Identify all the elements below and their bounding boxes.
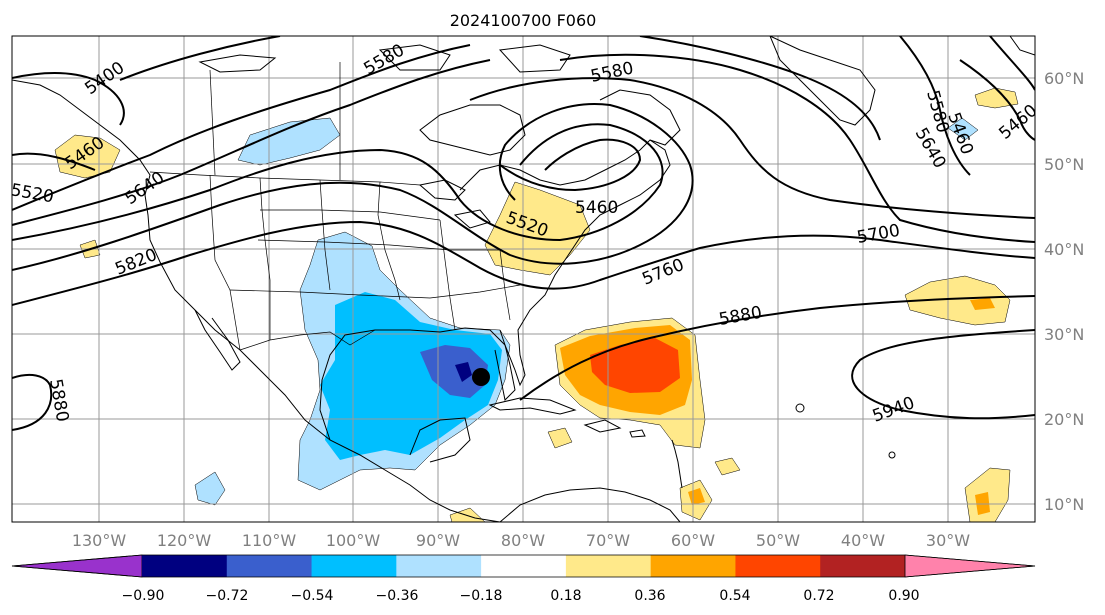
lon-label-120w: 120°W (157, 531, 212, 550)
colorbar-segment (820, 555, 906, 577)
colorbar (11, 554, 1036, 578)
colorbar-segment (226, 555, 313, 577)
colorbar-segment (650, 555, 736, 577)
lat-label-30n: 30°N (1044, 325, 1084, 344)
negative-anomaly-atlantic-north (947, 117, 979, 141)
colorbar-tick-label: −0.72 (206, 588, 249, 604)
colorbar-segment (481, 555, 567, 577)
positive-anomaly-caribbean (547, 427, 573, 449)
colorbar-tick-label: −0.36 (376, 588, 419, 604)
colorbar-tick-label: 0.54 (719, 588, 750, 604)
positive-anomaly-red (590, 338, 680, 393)
storm-center-marker (472, 368, 490, 386)
colorbar-segment (735, 555, 821, 577)
lat-label-10n: 10°N (1044, 495, 1084, 514)
map-frame (11, 35, 1036, 523)
political-borders (149, 62, 521, 351)
colorbar-outline (11, 554, 1036, 578)
colorbar-segment (565, 555, 652, 577)
colorbar-tick-label: −0.54 (291, 588, 334, 604)
positive-anomaly-alaska (54, 134, 121, 179)
contour-label-5460-b: 5460 (575, 198, 618, 218)
gridlines (12, 36, 1035, 522)
coastlines (12, 36, 1035, 522)
colorbar-arrow-low (11, 554, 143, 578)
lon-label-100w: 100°W (326, 531, 381, 550)
negative-anomaly-core (455, 362, 472, 382)
latitude-labels: 60°N 50°N 40°N 30°N 20°N 10°N (1044, 69, 1084, 514)
colorbar-segment (142, 555, 228, 577)
lat-label-60n: 60°N (1044, 69, 1084, 88)
colorbar-arrow-high (904, 554, 1036, 578)
lon-label-40w: 40°W (841, 531, 885, 550)
colorbar-tick-label: 0.90 (888, 588, 919, 604)
lon-label-130w: 130°W (72, 531, 127, 550)
colorbar-labels: −0.90 −0.72 −0.54 −0.36 −0.18 0.18 0.36 … (122, 588, 920, 604)
colorbar-tick-label: 0.18 (550, 588, 581, 604)
lat-label-20n: 20°N (1044, 410, 1084, 429)
height-contours (12, 36, 1035, 431)
positive-anomaly-east-atlantic-core (970, 298, 995, 310)
lat-label-40n: 40°N (1044, 240, 1084, 259)
lon-label-110w: 110°W (242, 531, 297, 550)
lon-label-90w: 90°W (416, 531, 460, 550)
lon-label-60w: 60°W (671, 531, 715, 550)
lon-label-30w: 30°W (926, 531, 970, 550)
colorbar-tick-label: −0.90 (122, 588, 165, 604)
lat-label-50n: 50°N (1044, 155, 1084, 174)
colorbar-tick-label: −0.18 (460, 588, 503, 604)
colorbar-tick-label: 0.72 (803, 588, 834, 604)
figure-title: 2024100700 F060 (450, 11, 597, 30)
positive-anomaly-south-atlantic-core (688, 488, 705, 505)
lon-label-70w: 70°W (586, 531, 630, 550)
lon-label-50w: 50°W (756, 531, 800, 550)
colorbar-segment (396, 555, 482, 577)
lon-label-80w: 80°W (501, 531, 545, 550)
longitude-labels: 130°W 120°W 110°W 100°W 90°W 80°W 70°W 6… (72, 531, 970, 550)
negative-anomaly-dark (420, 345, 488, 398)
negative-anomaly-mexico-small (194, 471, 226, 506)
colorbar-segment (311, 555, 397, 577)
colorbar-tick-label: 0.36 (634, 588, 665, 604)
positive-anomaly-caribbean-2 (714, 457, 741, 476)
